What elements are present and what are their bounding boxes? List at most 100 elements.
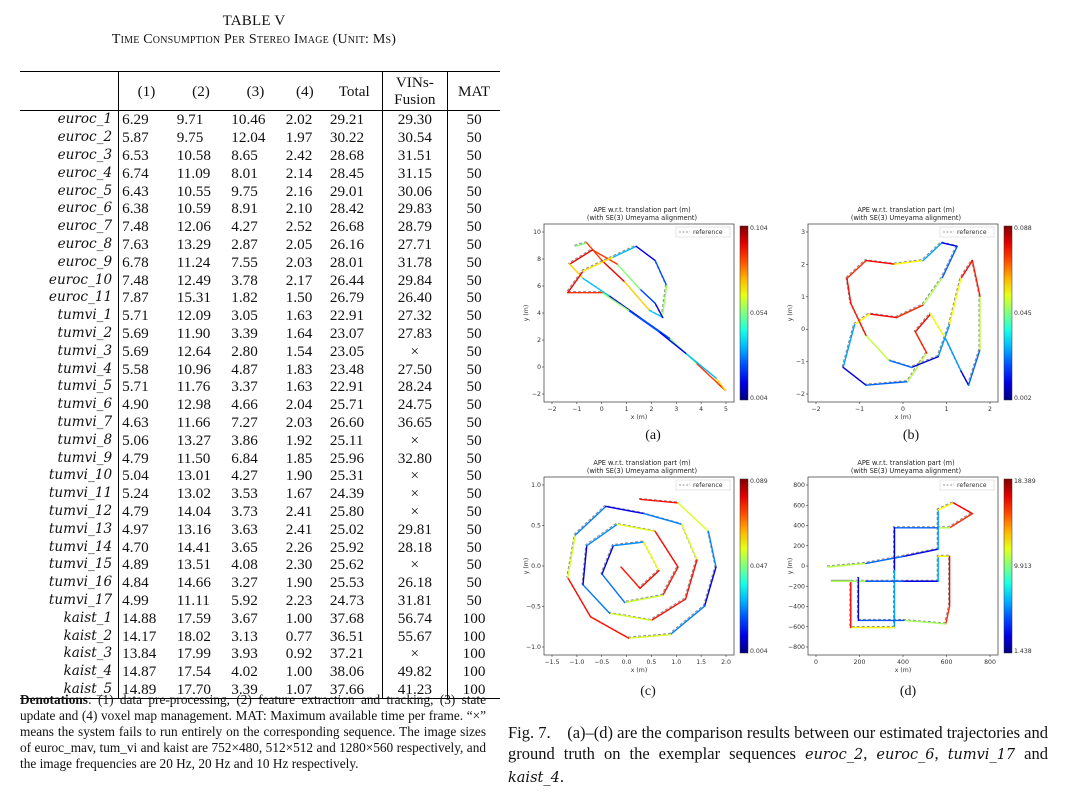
estimated-trajectory-segment: [654, 530, 679, 568]
table-cell: 13.27: [176, 431, 211, 449]
estimated-trajectory-segment: [684, 559, 698, 600]
table-row: tumvi_14 4.70 14.41 3.65 2.26 25.92 28.18 50: [20, 538, 500, 556]
table-cell: 17.59: [176, 609, 211, 627]
table-cell: 25.11: [329, 431, 364, 449]
table-row: tumvi_8 5.06 13.27 3.86 1.92 25.11 × 50: [20, 431, 500, 450]
estimated-trajectory-segment: [850, 302, 867, 337]
x-tick-label: 0: [814, 659, 818, 666]
estimated-trajectory-segment: [888, 359, 913, 369]
estimated-trajectory-segment: [654, 259, 668, 287]
row-sequence-name: kaist_4: [63, 663, 113, 680]
table-cell: 25.96: [329, 449, 365, 467]
table-cell: 6.84: [231, 449, 258, 467]
estimated-trajectory-segment: [567, 534, 577, 579]
table-cell: 11.90: [176, 324, 211, 342]
estimated-trajectory-segment: [681, 523, 698, 561]
estimated-trajectory-segment: [627, 309, 660, 333]
table-cell: 3.37: [231, 378, 258, 396]
table-cell: 50: [447, 306, 500, 325]
table-cell: 100: [447, 609, 500, 628]
header-cell: (3): [246, 82, 265, 100]
estimated-trajectory-segment: [639, 498, 679, 504]
table-cell: 7.87: [118, 288, 174, 307]
estimated-trajectory-segment: [569, 263, 584, 280]
table-cell: 55.67: [381, 627, 448, 645]
x-tick-label: 1: [625, 406, 629, 413]
x-tick-label: 1.5: [696, 659, 706, 666]
table-cell: 29.30: [381, 110, 448, 129]
row-sequence-name: euroc_3: [57, 146, 113, 163]
estimated-trajectory-segment: [929, 313, 947, 340]
x-tick-label: 0.5: [647, 659, 657, 666]
table-cell: 29.83: [381, 199, 448, 218]
y-tick-label: −0.5: [526, 604, 541, 611]
table-row: euroc_10 7.48 12.49 3.78 2.17 26.44 29.84 50: [20, 271, 500, 289]
row-sequence-name: tumvi_10: [48, 467, 113, 484]
table-cell: 1.50: [285, 289, 313, 307]
y-tick-label: −2: [532, 391, 541, 398]
y-tick-label: −400: [788, 604, 805, 611]
table-cell: 100: [447, 627, 500, 645]
table-cell: 25.62: [329, 556, 365, 574]
row-sequence-name: euroc_6: [57, 200, 113, 217]
table-row: euroc_8 7.63 13.29 2.87 2.05 26.16 27.71 50: [20, 235, 500, 254]
estimated-trajectory-segment: [643, 512, 683, 525]
table-cell: 50: [447, 573, 500, 592]
table-cell: 37.66: [329, 680, 365, 698]
table-cell: 6.74: [118, 164, 174, 183]
table-row: tumvi_11 5.24 13.02 3.53 1.67 24.39 × 50: [20, 484, 500, 503]
caption-seq-3: tumvi_17: [947, 747, 1016, 763]
estimated-trajectory-segment: [865, 334, 890, 361]
estimated-trajectory-segment: [914, 331, 928, 354]
table-cell: 50: [447, 324, 500, 343]
table-cell: 10.96: [176, 360, 211, 378]
estimated-trajectory-segment: [853, 313, 871, 326]
table-cell: 50: [447, 110, 500, 129]
estimated-trajectory-segment: [967, 348, 981, 386]
table-cell: 50: [447, 128, 500, 147]
header-cell: (2): [192, 82, 210, 100]
table-cell: 1.67: [285, 485, 313, 503]
row-sequence-name: kaist_3: [63, 645, 113, 662]
table-cell: 50: [447, 182, 500, 200]
row-sequence-name: tumvi_14: [48, 538, 113, 555]
table-header: (1) (2) (3) (4) Total VINs- Fusion MAT: [20, 71, 500, 111]
table-cell: 14.87: [118, 662, 174, 681]
table-cell: 100: [447, 644, 500, 663]
estimated-trajectory-segment: [922, 242, 943, 262]
y-tick-label: −1: [796, 359, 805, 366]
y-tick-label: 4: [537, 310, 541, 317]
table-row: euroc_11 7.87 15.31 1.82 1.50 26.79 26.40 50: [20, 288, 500, 307]
table-cell: 50: [447, 538, 500, 556]
y-tick-label: −2: [796, 391, 805, 398]
table-cell: 28.68: [329, 146, 365, 164]
y-tick-label: 0: [801, 326, 805, 333]
table-cell: 3.05: [231, 307, 258, 325]
y-tick-label: −1.0: [526, 644, 541, 651]
table-cell: 11.24: [176, 253, 211, 271]
estimated-trajectory-segment: [907, 352, 928, 383]
estimated-trajectory-segment: [601, 291, 630, 312]
table-cell: 24.75: [381, 395, 448, 414]
header-cell: (1): [118, 71, 174, 111]
table-cell: 11.11: [176, 591, 210, 609]
y-tick-label: −600: [788, 624, 805, 631]
estimated-trajectory-segment: [591, 249, 618, 265]
x-tick-label: 0.0: [622, 659, 632, 666]
table-cell: 17.70: [176, 680, 211, 698]
table-cell: 13.16: [176, 520, 211, 538]
estimated-trajectory-segment: [696, 363, 721, 386]
colorbar: [739, 478, 749, 654]
colorbar-max: 0.104: [750, 225, 768, 232]
table-cell: 11.76: [176, 378, 211, 396]
plot-title: APE w.r.t. translation part (m): [857, 459, 954, 467]
table-cell: 24.73: [329, 591, 365, 609]
table-cell: ×: [381, 644, 448, 663]
row-sequence-name: euroc_10: [48, 271, 113, 288]
table-cell: 6.78: [118, 253, 174, 272]
table-cell: 37.68: [329, 609, 365, 627]
estimated-trajectory-segment: [971, 259, 981, 297]
table-cell: 10.59: [176, 200, 211, 218]
row-sequence-name: euroc_11: [48, 289, 113, 306]
table-cell: 4.84: [118, 573, 174, 592]
